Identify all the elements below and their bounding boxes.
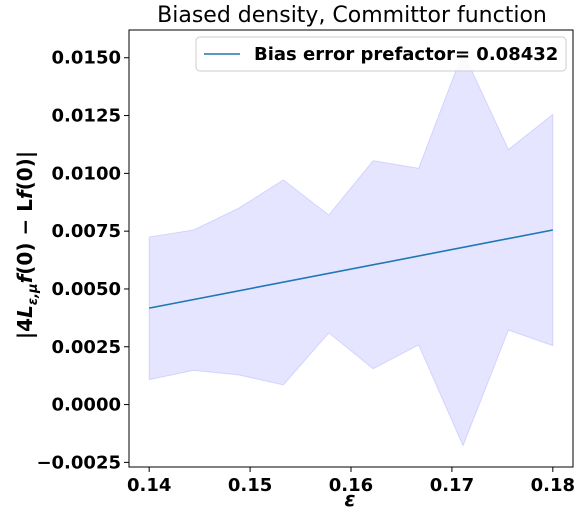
x-tick-label: 0.14 bbox=[127, 475, 171, 496]
legend-entry: Bias error prefactor= 0.08432 bbox=[254, 44, 558, 65]
y-tick-label: 0.0050 bbox=[52, 279, 121, 300]
plot-area bbox=[129, 30, 573, 467]
chart-title: Biased density, Committor function bbox=[157, 3, 547, 28]
svg-text:|4Lε,μf(0) − Lf(0)|: |4Lε,μf(0) − Lf(0)| bbox=[13, 151, 41, 339]
y-axis-label: |4Lε,μf(0) − Lf(0)| bbox=[13, 151, 41, 339]
y-tick-label: 0.0000 bbox=[52, 395, 121, 416]
error-band bbox=[149, 52, 553, 446]
x-axis-label: ε bbox=[344, 487, 355, 511]
y-tick-label: 0.0125 bbox=[52, 106, 121, 127]
x-tick-label: 0.15 bbox=[228, 475, 272, 496]
y-tick-label: 0.0100 bbox=[52, 163, 121, 184]
y-tick-label: 0.0075 bbox=[52, 221, 121, 242]
y-tick-label: 0.0150 bbox=[52, 48, 121, 69]
y-tick-label: −0.0025 bbox=[36, 452, 121, 473]
x-tick-label: 0.17 bbox=[430, 475, 474, 496]
legend: Bias error prefactor= 0.08432 bbox=[196, 37, 566, 71]
y-tick-label: 0.0025 bbox=[52, 337, 121, 358]
x-tick-label: 0.18 bbox=[531, 475, 575, 496]
y-axis: −0.0025 0.0000 0.0025 0.0050 0.0075 0.0100 0.0… bbox=[36, 48, 129, 474]
